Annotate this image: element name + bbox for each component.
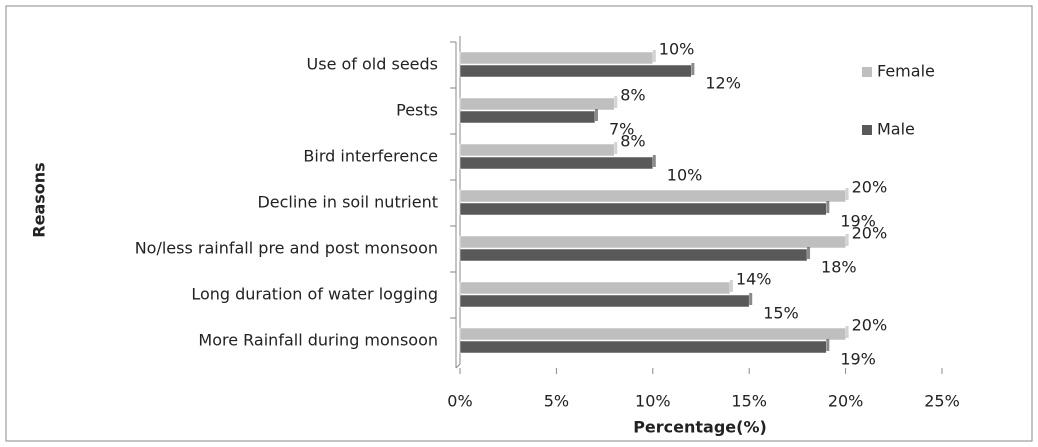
x-tick-label: 0%	[447, 392, 472, 411]
bar-side	[845, 188, 849, 200]
bar	[459, 110, 596, 124]
data-label: 14%	[736, 270, 772, 289]
data-label: 10%	[667, 166, 703, 185]
x-tick-label: 5%	[544, 392, 569, 411]
x-tick-label: 20%	[828, 392, 864, 411]
y-tick-label: Use of old seeds	[307, 55, 438, 74]
y-tick-label: Long duration of water logging	[191, 285, 438, 304]
bar	[459, 248, 808, 262]
data-label: 18%	[821, 258, 857, 277]
x-axis-label: Percentage(%)	[633, 418, 767, 437]
bar	[459, 235, 846, 249]
bar	[459, 327, 846, 341]
bar	[459, 189, 846, 203]
x-tick-label: 10%	[635, 392, 671, 411]
y-axis-label: Reasons	[30, 162, 49, 237]
bar-side	[826, 339, 830, 351]
bar	[459, 156, 654, 170]
bar	[459, 340, 827, 354]
bar-side	[614, 142, 618, 154]
bar-side	[614, 96, 618, 108]
bar	[459, 51, 654, 65]
bar-side	[729, 280, 733, 292]
bar	[459, 143, 615, 157]
data-label: 19%	[840, 212, 876, 231]
data-label: 20%	[852, 316, 888, 335]
chart-frame	[5, 5, 1033, 442]
bar-side	[826, 201, 830, 213]
data-label: 20%	[852, 178, 888, 197]
legend-swatch	[862, 67, 872, 77]
y-tick-label: Decline in soil nutrient	[257, 193, 438, 212]
bar-side	[845, 326, 849, 338]
x-tick-label: 25%	[924, 392, 960, 411]
x-axis	[455, 363, 461, 369]
bar	[459, 64, 692, 78]
data-label: 8%	[620, 86, 645, 105]
bar-side	[807, 247, 811, 259]
bar	[459, 281, 731, 295]
data-label: 19%	[840, 350, 876, 369]
bar-side	[652, 155, 656, 167]
bar-side	[749, 293, 753, 305]
data-label: 8%	[620, 132, 645, 151]
legend-label: Female	[877, 62, 935, 81]
bar-side	[652, 50, 656, 62]
data-label: 7%	[609, 120, 634, 139]
bar-side	[594, 109, 598, 121]
data-label: 12%	[705, 74, 741, 93]
data-label: 10%	[659, 40, 695, 59]
legend-label: Male	[877, 120, 915, 139]
bar	[459, 294, 750, 308]
bar	[459, 202, 827, 216]
data-label: 15%	[763, 304, 799, 323]
x-tick-label: 15%	[731, 392, 767, 411]
y-tick-label: No/less rainfall pre and post monsoon	[135, 239, 438, 258]
y-tick-label: Pests	[396, 101, 438, 120]
y-tick-label: More Rainfall during monsoon	[198, 331, 438, 350]
bar-side	[845, 234, 849, 246]
bar	[459, 97, 615, 111]
y-tick-label: Bird interference	[303, 147, 438, 166]
data-label: 20%	[852, 224, 888, 243]
bar-side	[691, 63, 695, 75]
legend-swatch	[862, 125, 872, 135]
